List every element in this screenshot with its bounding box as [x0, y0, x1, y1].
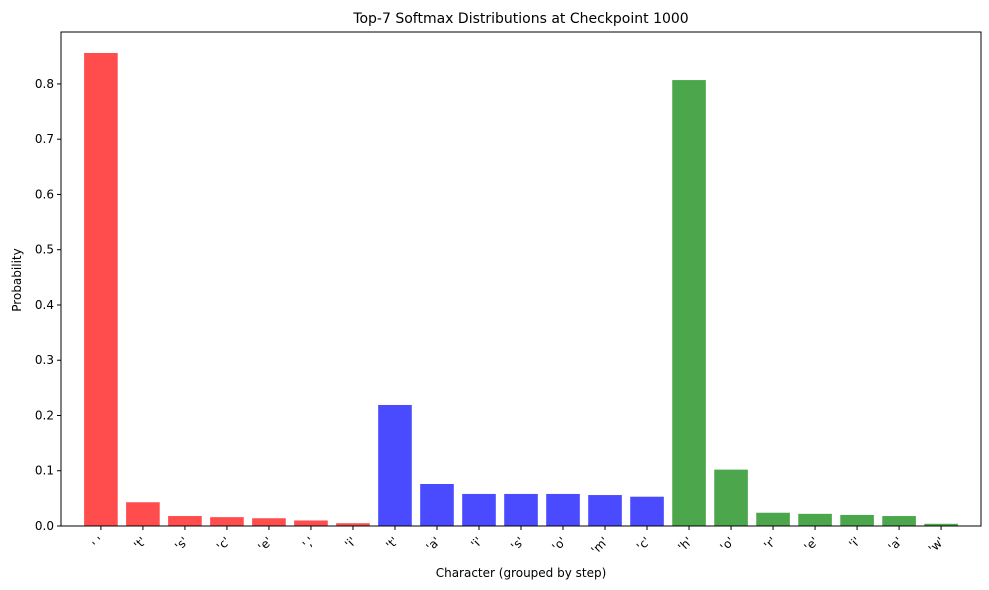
bar — [630, 496, 664, 526]
y-tick-label: 0.4 — [35, 298, 54, 312]
y-tick-label: 0.0 — [35, 519, 54, 533]
x-tick-label: 'o' — [717, 534, 737, 554]
bar — [924, 523, 958, 526]
bar — [714, 469, 748, 526]
x-tick-label: 'a' — [885, 534, 905, 554]
bar — [168, 516, 202, 526]
y-tick-label: 0.3 — [35, 353, 54, 367]
y-tick-label: 0.6 — [35, 187, 54, 201]
y-tick-label: 0.7 — [35, 132, 54, 146]
bar — [378, 404, 412, 526]
y-axis-ticks: 0.0 0.1 0.2 0.3 0.4 0.5 0.6 0.7 0.8 — [35, 77, 61, 533]
bar — [252, 518, 286, 526]
bars-group — [84, 53, 958, 526]
bar — [210, 517, 244, 526]
y-tick-label: 0.1 — [35, 464, 54, 478]
bar — [546, 493, 580, 526]
bar — [294, 520, 328, 526]
plot-frame — [60, 31, 982, 527]
bar — [420, 484, 454, 526]
x-axis-label: Character (grouped by step) — [436, 566, 607, 580]
bar — [504, 493, 538, 526]
y-tick-label: 0.5 — [35, 243, 54, 257]
bar — [840, 514, 874, 526]
bar — [126, 502, 160, 526]
bar — [336, 523, 370, 526]
bar — [756, 512, 790, 526]
bar — [84, 53, 118, 526]
bar — [672, 80, 706, 526]
y-tick-label: 0.2 — [35, 408, 54, 422]
bar — [588, 495, 622, 526]
bar — [798, 513, 832, 526]
chart-title: Top-7 Softmax Distributions at Checkpoin… — [352, 11, 688, 27]
bar — [882, 516, 916, 526]
bar — [462, 493, 496, 526]
y-tick-label: 0.8 — [35, 77, 54, 91]
y-axis-label: Probability — [10, 248, 24, 311]
